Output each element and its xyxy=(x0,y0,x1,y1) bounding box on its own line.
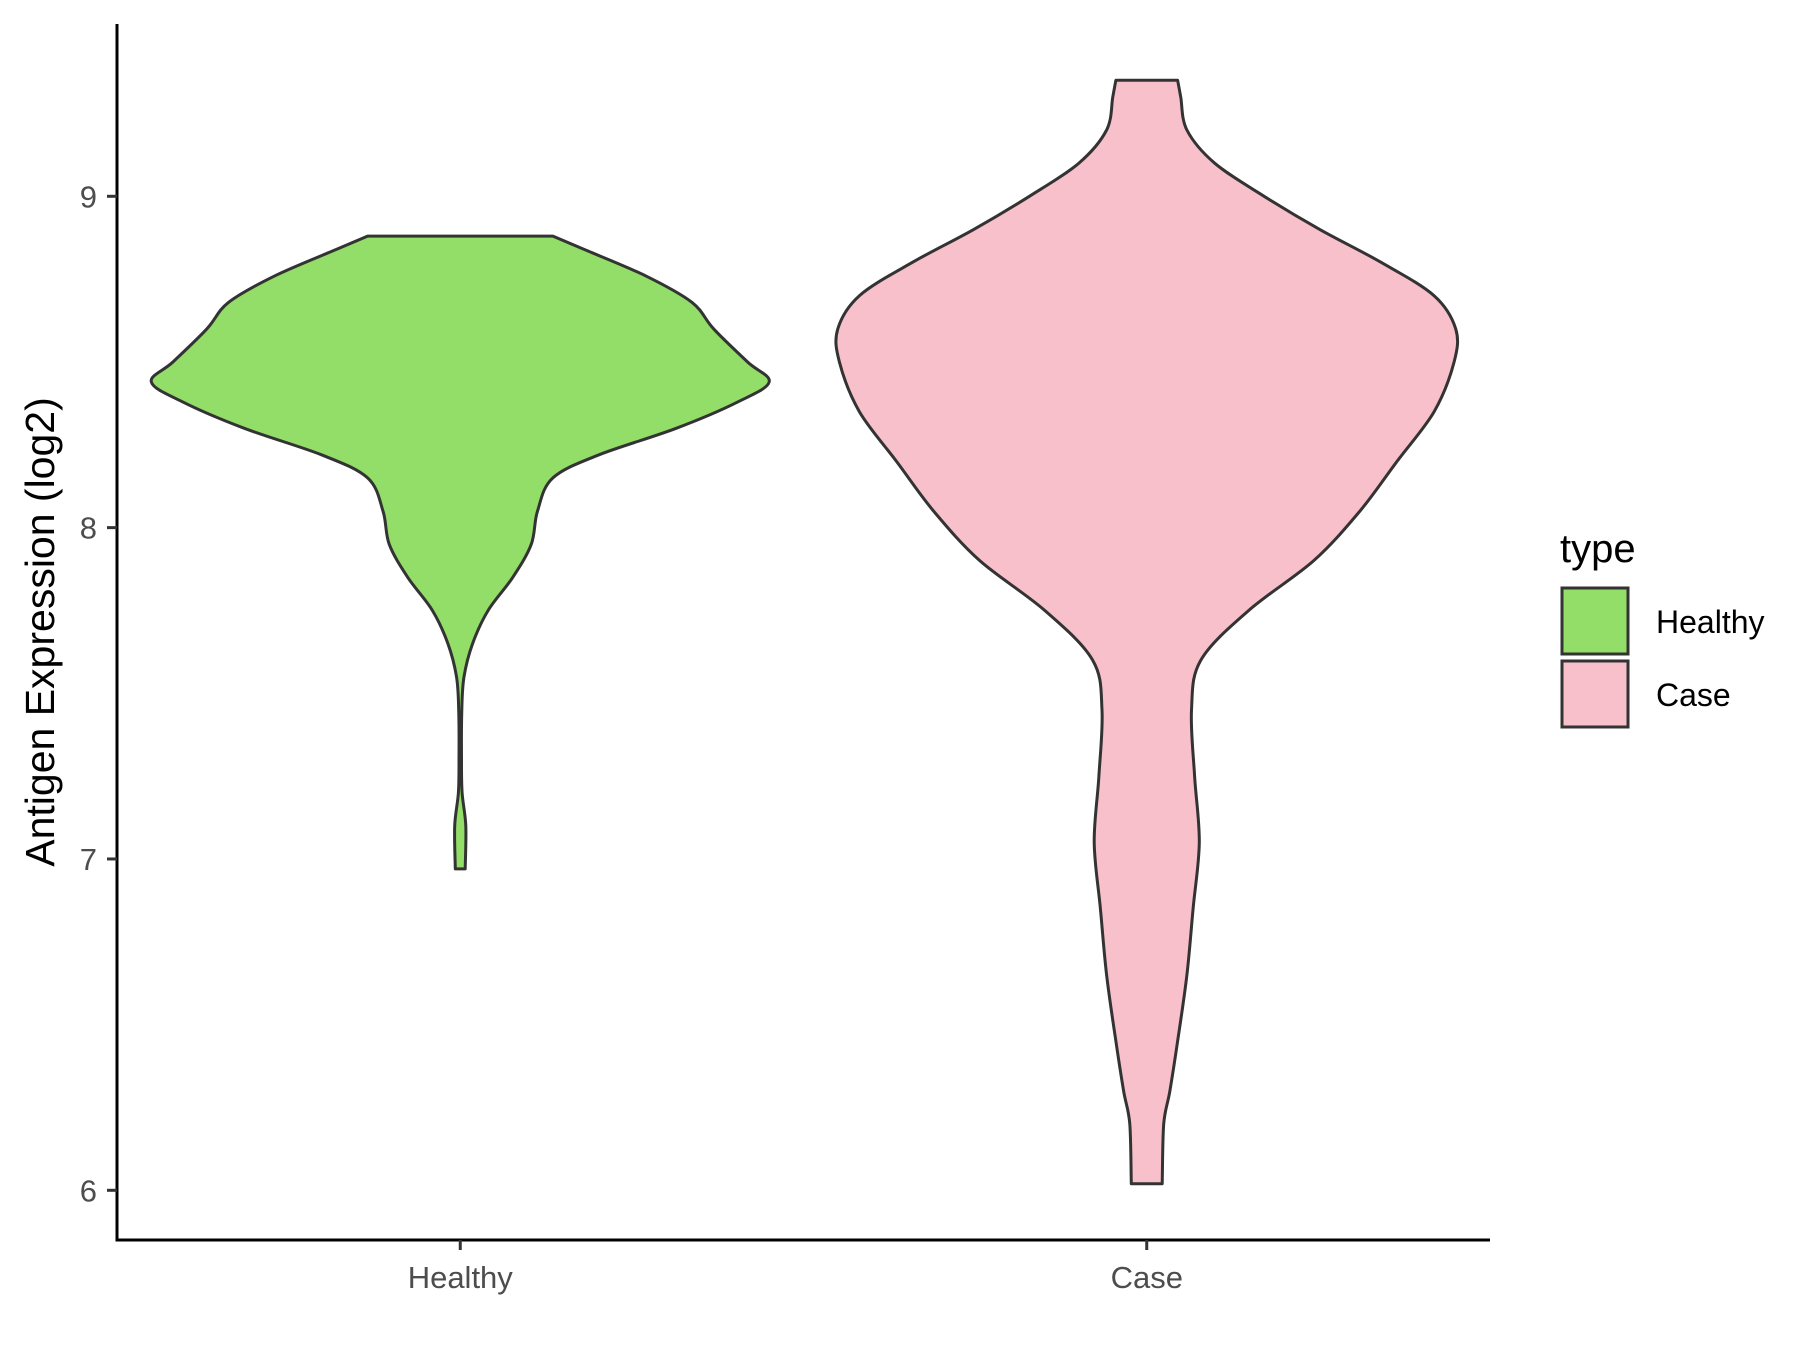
legend-key-case xyxy=(1560,659,1630,729)
y-tick-label: 6 xyxy=(80,1173,97,1208)
x-tick-label: Case xyxy=(1111,1260,1183,1295)
y-tick-label: 9 xyxy=(80,179,97,214)
legend: Healthy Case xyxy=(1560,586,1765,729)
x-axis-ticks: Healthy Case xyxy=(408,1240,1183,1295)
y-tick-label: 8 xyxy=(80,511,97,546)
legend-key-healthy xyxy=(1560,586,1630,656)
violin-healthy xyxy=(149,234,771,871)
y-tick-label: 7 xyxy=(80,842,97,877)
y-axis-ticks: 6 7 8 9 xyxy=(80,179,117,1208)
violin-layer xyxy=(149,78,1460,1186)
legend-title: type xyxy=(1560,527,1636,571)
violin-case xyxy=(834,78,1460,1186)
legend-label-healthy: Healthy xyxy=(1656,604,1765,640)
y-axis-title: Antigen Expression (log2) xyxy=(17,397,63,866)
x-tick-label: Healthy xyxy=(408,1260,514,1295)
legend-label-case: Case xyxy=(1656,677,1731,713)
